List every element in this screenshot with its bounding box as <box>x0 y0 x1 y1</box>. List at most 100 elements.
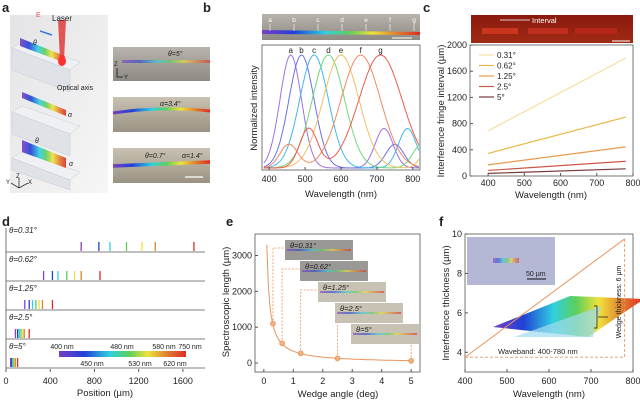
photo-theta-5: θ=5° Z Y <box>113 47 210 81</box>
axis-y-label: Y <box>6 180 10 186</box>
y-tick-label-c: 1200 <box>447 92 467 102</box>
spectrum-curve-g <box>263 54 420 169</box>
strip-point-label-a: a <box>268 17 272 24</box>
alpha-label-1: α <box>68 112 73 119</box>
strip-point-label-c: c <box>316 17 320 24</box>
scalebar-label: 50 µm <box>526 271 546 278</box>
fringe-pattern <box>482 28 617 34</box>
axes-triad-icon: Z X Y <box>6 174 32 189</box>
legend-wl-top: 580 nm <box>152 344 176 351</box>
fringe-line-2.5° <box>488 160 626 172</box>
photo-label-alpha-1.4: α=1.4° <box>182 152 203 160</box>
inset-label: θ=0.62° <box>305 262 331 271</box>
ylabel-b: Normalized intensity <box>249 65 260 151</box>
x-tick-label-d: 0 <box>3 376 8 386</box>
xlabel-c: Wavelength (nm) <box>515 190 587 201</box>
photo-alpha-3.4: α=3.4° <box>112 97 211 132</box>
inset-label: θ=0.31° <box>290 241 316 250</box>
ylabel-e: Spectroscopic length (µm) <box>221 247 232 358</box>
theta-label-2: θ <box>35 138 39 145</box>
x-tick-label-d: 1200 <box>129 376 149 386</box>
inset-spectrum <box>353 333 417 335</box>
fringe-line-0.62° <box>487 116 626 154</box>
y-tick-label-c: 2000 <box>447 40 467 50</box>
y-tick-label-e: 3000 <box>232 251 252 261</box>
legend-wl-bottom: 530 nm <box>128 361 152 368</box>
x-tick-label-b: 500 <box>298 174 313 184</box>
xlabel-e: Wedge angle (deg) <box>298 389 379 400</box>
axis-z-label: Z <box>16 174 20 180</box>
peak-label-f: f <box>360 46 363 55</box>
spectrum-curve-f <box>263 54 419 168</box>
panel-c: c Interval 400 500 600 700 800 0 400 800 1200 160… <box>423 0 640 201</box>
laser-focus <box>58 56 66 66</box>
x-tick-label-e: 3 <box>350 376 355 386</box>
x-tick-label-e: 0 <box>261 376 266 386</box>
data-point <box>279 340 285 347</box>
strip-point-label-d: d <box>340 17 344 24</box>
y-tick-label-f: 4 <box>457 347 462 357</box>
legend-wl-top: 480 nm <box>110 344 134 351</box>
peak-label-g: g <box>378 46 382 55</box>
x-tick-label-f: 700 <box>583 376 598 386</box>
x-tick-label-b: 600 <box>333 174 348 184</box>
xlabel-f: Wavelength (nm) <box>513 389 585 400</box>
inset-spectrum <box>287 249 351 251</box>
dashed-connector <box>272 247 285 324</box>
dashed-connector <box>281 268 300 344</box>
inset-label: θ=5° <box>356 325 372 334</box>
waveband-label: Waveband: 400-780 nm <box>498 347 578 356</box>
inset-spectrum <box>320 291 384 293</box>
optical-axis-label: Optical axis <box>57 85 94 92</box>
legend-wl-top: 400 nm <box>50 344 74 351</box>
peak-label-d: d <box>326 46 330 55</box>
y-tick-label-e: 0 <box>247 358 252 368</box>
panel-f: f 50 µm 400 500 600 700 800 4 6 8 10 Waveband: 4… <box>439 214 640 400</box>
spectrum-strip-image <box>262 14 420 40</box>
photo-axis-z: Z <box>114 62 118 68</box>
strip-point-label-f: f <box>389 17 391 24</box>
wedge-block-3 <box>11 140 81 191</box>
x-tick-label-c: 700 <box>589 178 604 188</box>
x-tick-label-f: 600 <box>541 376 556 386</box>
strip-point-label-b: b <box>292 17 296 24</box>
row-label: θ=2.5° <box>9 313 33 322</box>
x-tick-label-d: 800 <box>87 376 102 386</box>
xlabel-b: Wavelength (nm) <box>305 189 377 200</box>
x-tick-label-f: 800 <box>625 376 640 386</box>
strip-point-label-g: g <box>412 17 416 24</box>
spectrum-legend-bar <box>59 351 186 357</box>
x-tick-label-e: 1 <box>291 376 296 386</box>
legend-label: 5° <box>497 93 505 102</box>
fringe-line-0.31° <box>487 57 627 132</box>
row-label: θ=5° <box>9 342 26 351</box>
x-tick-label-b: 400 <box>262 174 277 184</box>
laser-label: Laser <box>52 14 72 23</box>
legend-label: 0.62° <box>497 62 516 71</box>
spectrum-curve-c <box>263 54 420 169</box>
spectrum-legend: 400 nm 480 nm 580 nm 750 nm 450 nm 530 nm 620 … <box>50 344 202 368</box>
spectrum-strip-band <box>262 30 420 35</box>
ylabel-c: Interference fringe interval (µm) <box>436 45 447 178</box>
plot-c-frame <box>469 44 634 177</box>
ylabel-f: Interference thickness (µm) <box>441 245 452 360</box>
peak-label-b: b <box>299 46 304 55</box>
panel-label-e: e <box>226 214 233 229</box>
x-tick-label-d: 1600 <box>173 376 193 386</box>
inset-spectrum <box>302 270 366 272</box>
data-point <box>408 358 415 364</box>
laser-beam <box>58 20 66 60</box>
panel-label-d: d <box>2 214 10 229</box>
y-tick-label-e: 1000 <box>232 322 252 332</box>
legend-wl-bottom: 620 nm <box>163 361 187 368</box>
x-tick-label-f: 400 <box>457 376 472 386</box>
photo-axis-y: Y <box>124 75 128 81</box>
inset-spectrum <box>337 312 401 314</box>
peak-label-e: e <box>339 46 344 55</box>
wedge-block-2 <box>11 92 81 157</box>
panel-label-c: c <box>423 0 430 15</box>
y-tick-label-f: 10 <box>452 229 462 239</box>
photo-label-theta-0.7: θ=0.7° <box>145 152 166 160</box>
legend-label: 0.31° <box>497 51 516 60</box>
